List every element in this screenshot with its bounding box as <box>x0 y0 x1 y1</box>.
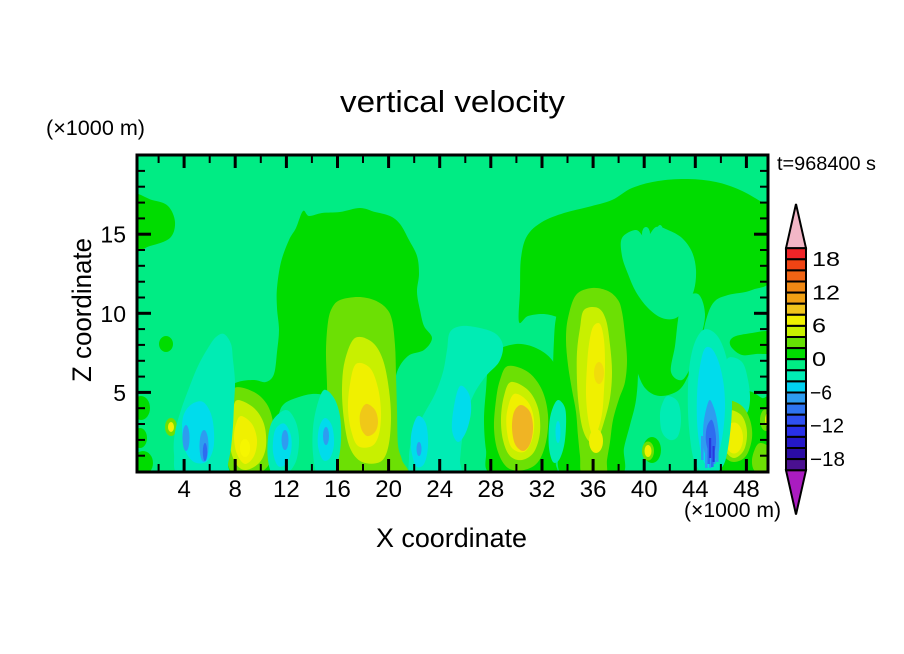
svg-text:40: 40 <box>631 476 658 503</box>
svg-text:−6: −6 <box>810 382 832 404</box>
svg-text:−12: −12 <box>810 416 844 438</box>
svg-text:(×1000 m): (×1000 m) <box>46 117 145 140</box>
svg-text:28: 28 <box>477 476 504 503</box>
svg-text:16: 16 <box>324 476 351 503</box>
svg-text:−18: −18 <box>810 449 845 471</box>
svg-text:4: 4 <box>177 476 190 503</box>
svg-text:48: 48 <box>733 476 760 503</box>
svg-text:Z coordinate: Z coordinate <box>67 238 97 382</box>
svg-text:18: 18 <box>812 249 840 271</box>
svg-text:0: 0 <box>812 349 826 371</box>
svg-text:44: 44 <box>682 476 709 503</box>
svg-text:X coordinate: X coordinate <box>376 523 527 553</box>
svg-text:10: 10 <box>100 301 126 327</box>
svg-text:24: 24 <box>426 476 453 503</box>
svg-text:t=968400 s: t=968400 s <box>777 154 876 175</box>
svg-text:6: 6 <box>812 316 826 338</box>
svg-text:12: 12 <box>273 476 300 503</box>
svg-text:5: 5 <box>113 380 126 406</box>
svg-text:20: 20 <box>375 476 402 503</box>
svg-text:36: 36 <box>580 476 607 503</box>
svg-text:12: 12 <box>812 282 840 304</box>
svg-text:(×1000 m): (×1000 m) <box>684 499 781 522</box>
svg-text:15: 15 <box>100 222 126 248</box>
svg-text:vertical velocity: vertical velocity <box>340 84 566 119</box>
svg-text:8: 8 <box>229 476 242 503</box>
svg-text:32: 32 <box>529 476 556 503</box>
